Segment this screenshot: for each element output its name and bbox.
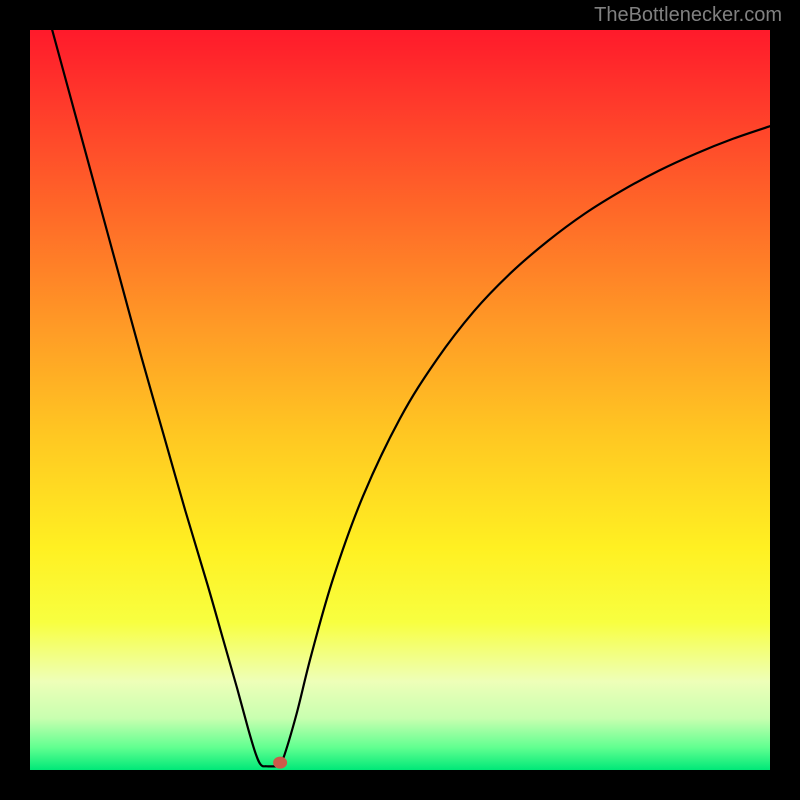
minimum-marker — [273, 757, 287, 769]
plot-area — [30, 30, 770, 770]
bottleneck-curve — [52, 30, 770, 766]
curve-layer — [30, 30, 770, 770]
watermark-text: TheBottlenecker.com — [594, 4, 782, 27]
